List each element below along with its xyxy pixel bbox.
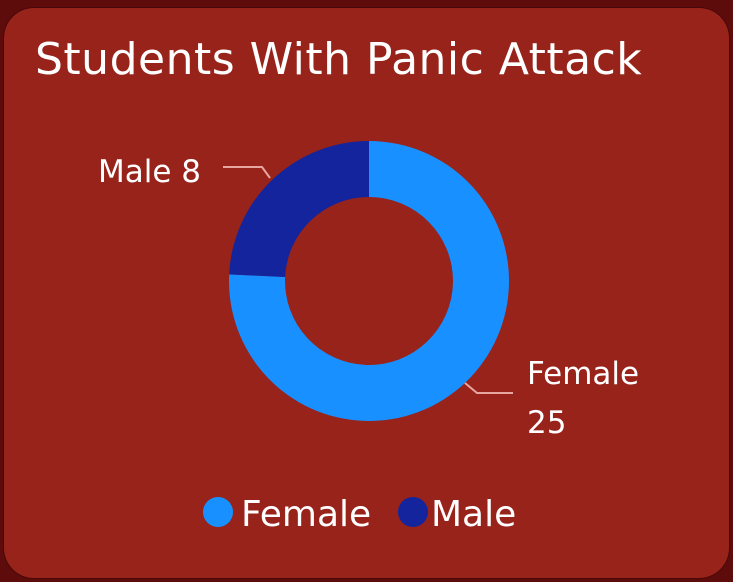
- legend-marker-female: [203, 497, 233, 527]
- legend: Female Male: [203, 494, 516, 535]
- legend-label-female: Female: [241, 494, 371, 535]
- leader-line-male: [223, 166, 271, 179]
- chart-title: Students With Panic Attack: [35, 34, 643, 85]
- leader-lines: [223, 166, 513, 394]
- donut-slice-male[interactable]: [229, 141, 369, 278]
- legend-label-male: Male: [431, 494, 516, 535]
- chart-card: Students With Panic Attack: [4, 8, 729, 578]
- leader-line-female: [464, 382, 513, 394]
- donut-slices: [229, 141, 509, 422]
- data-label-female: Female 25: [527, 356, 649, 441]
- donut-slice-female[interactable]: [229, 141, 509, 422]
- legend-marker-male: [398, 497, 428, 527]
- data-label-male: Male 8: [98, 154, 201, 190]
